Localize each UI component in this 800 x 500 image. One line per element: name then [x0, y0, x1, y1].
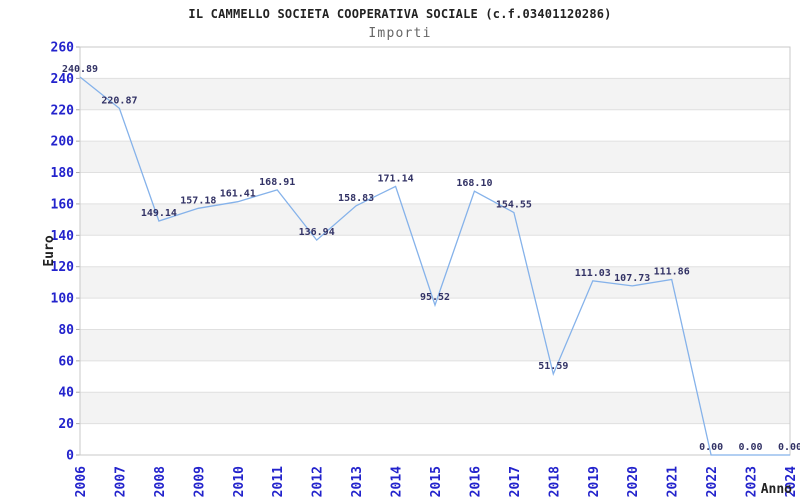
x-tick-label: 2022 [705, 466, 720, 497]
plot-band [80, 78, 790, 110]
x-tick-label: 2015 [429, 466, 444, 497]
y-tick-label: 40 [58, 386, 74, 401]
x-tick-label: 2023 [745, 466, 760, 497]
chart-subtitle: Importi [368, 26, 432, 41]
x-tick-label: 2008 [153, 466, 168, 497]
data-label: 136.94 [299, 227, 335, 238]
y-tick-label: 180 [51, 166, 75, 181]
data-label: 154.55 [496, 199, 532, 210]
data-label: 220.87 [101, 95, 137, 106]
x-tick-label: 2013 [350, 466, 365, 497]
x-tick-label: 2011 [271, 466, 286, 497]
data-label: 149.14 [141, 208, 177, 219]
y-axis-ticks [76, 46, 80, 456]
y-tick-label: 60 [58, 354, 74, 369]
y-tick-label: 260 [51, 41, 75, 56]
data-label: 158.83 [338, 193, 374, 204]
x-tick-label: 2006 [74, 466, 89, 497]
x-tick-label: 2014 [390, 466, 405, 497]
y-tick-label: 100 [51, 292, 75, 307]
plot-band [80, 329, 790, 361]
gridlines [80, 77, 790, 425]
y-tick-label: 160 [51, 197, 75, 212]
x-tick-label: 2009 [192, 466, 207, 497]
data-label: 95.52 [420, 292, 450, 303]
data-label: 0.00 [778, 442, 800, 453]
data-label: 111.03 [575, 268, 611, 279]
y-tick-label: 220 [51, 103, 75, 118]
y-tick-label: 20 [58, 417, 74, 432]
x-axis-title: Anno [761, 482, 792, 497]
chart-title: IL CAMMELLO SOCIETA COOPERATIVA SOCIALE … [188, 7, 612, 21]
x-tick-label: 2010 [232, 466, 247, 497]
plot-band [80, 203, 790, 236]
data-label: 240.89 [62, 64, 98, 75]
x-tick-label: 2018 [547, 466, 562, 497]
y-tick-label: 200 [51, 135, 75, 150]
plot-band [80, 266, 790, 299]
x-tick-label: 2024 [784, 466, 799, 497]
y-tick-label: 120 [51, 260, 75, 275]
plot-border [79, 46, 791, 456]
x-tick-label: 2016 [468, 466, 483, 497]
data-label: 157.18 [180, 195, 216, 206]
x-tick-label: 2020 [626, 466, 641, 497]
plot-band [80, 392, 790, 424]
data-label: 171.14 [377, 173, 413, 184]
y-tick-labels: 0 20 40 60 80 100 120 140 160 180 200 220 240 260 [51, 41, 75, 464]
data-label: 168.91 [259, 177, 295, 188]
y-tick-label: 240 [51, 72, 75, 87]
y-tick-label: 0 [66, 449, 74, 464]
x-tick-label: 2007 [113, 466, 128, 497]
y-axis-title: Euro [42, 235, 57, 266]
y-tick-label: 80 [58, 323, 74, 338]
x-tick-label: 2017 [508, 466, 523, 497]
data-label: 111.86 [654, 266, 690, 277]
x-tick-label: 2019 [587, 466, 602, 497]
data-label: 107.73 [614, 273, 650, 284]
plot-bands [80, 78, 790, 424]
data-label: 0.00 [739, 442, 763, 453]
data-label: 161.41 [220, 189, 256, 200]
data-label: 0.00 [699, 442, 723, 453]
x-tick-label: 2012 [311, 466, 326, 497]
x-tick-labels: 2006 2007 2008 2009 2010 2011 2012 2013 2014 2015… [74, 466, 799, 497]
series-line [79, 76, 790, 456]
data-label: 51.59 [538, 361, 568, 372]
plot-band [80, 141, 790, 173]
x-tick-label: 2021 [666, 466, 681, 497]
data-label: 168.10 [456, 178, 492, 189]
y-tick-label: 140 [51, 229, 75, 244]
